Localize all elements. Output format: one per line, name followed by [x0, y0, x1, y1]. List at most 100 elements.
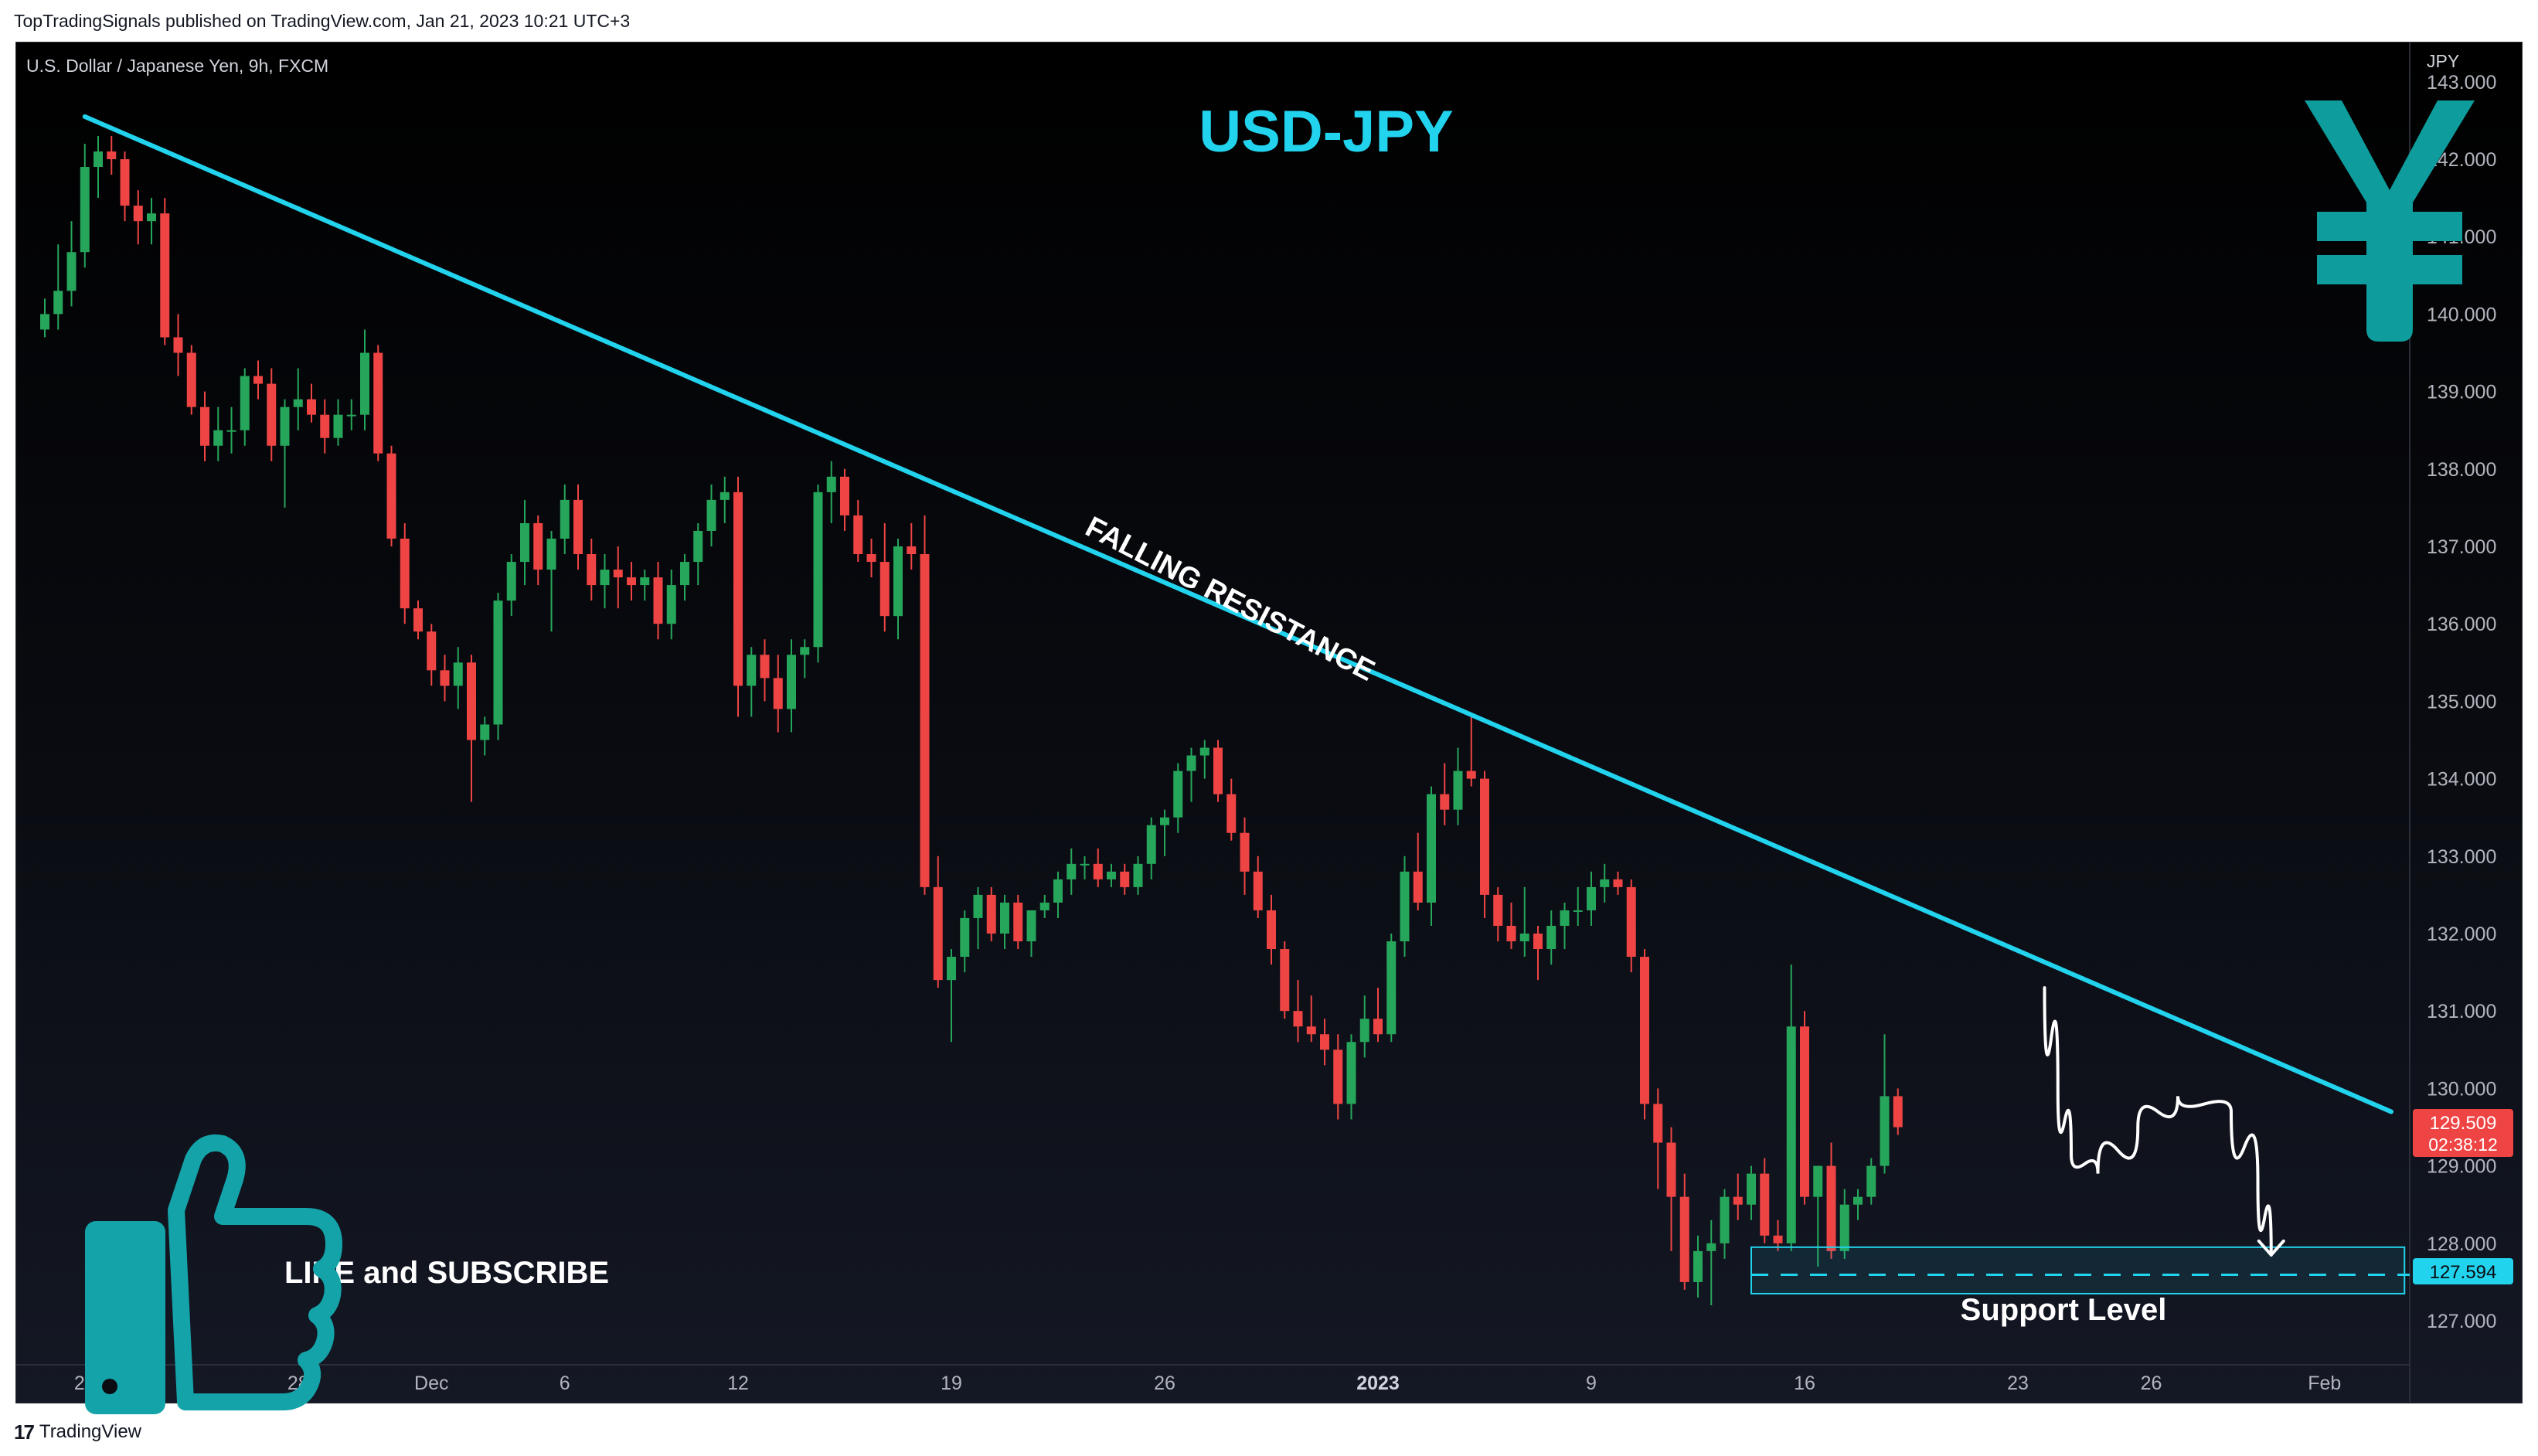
y-tick-label: 140.000	[2427, 304, 2496, 325]
candle-body	[1519, 934, 1529, 942]
trendline-label: FALLING RESISTANCE	[1080, 511, 1380, 688]
candle-body	[1640, 957, 1649, 1104]
candle-body	[1067, 863, 1077, 879]
candle-body	[1400, 871, 1410, 942]
footer-brand[interactable]: 17 TradingView	[14, 1419, 141, 1445]
candle-body	[307, 399, 316, 415]
candles	[40, 135, 1903, 1305]
candle-body	[1706, 1243, 1716, 1251]
candle-body	[1786, 1026, 1796, 1243]
candle-body	[947, 957, 956, 981]
projection-path	[2043, 986, 2273, 1257]
candle-body	[693, 530, 703, 563]
y-tick-label: 138.000	[2427, 459, 2496, 481]
x-axis: 21 28 Dec 6 12 19 26 2023 9 16 23 26 Feb	[74, 1373, 2341, 1394]
candle-body	[1280, 949, 1290, 1012]
candle-body	[1587, 886, 1596, 910]
candle-body	[893, 546, 903, 617]
candle-body	[653, 577, 663, 624]
candle-body	[240, 376, 250, 430]
candle-body	[933, 886, 943, 981]
candle-body	[1373, 1019, 1383, 1035]
candle-body	[1546, 925, 1556, 950]
candle-body	[373, 352, 383, 454]
candle-body	[1813, 1165, 1823, 1197]
candle-body	[879, 562, 890, 617]
candle-body	[1839, 1204, 1849, 1251]
candle-body	[1880, 1096, 1890, 1166]
candle-body	[53, 291, 63, 315]
price-axis-unit: JPY	[2427, 51, 2460, 71]
candle-body	[1853, 1196, 1863, 1205]
candle-body	[1653, 1104, 1663, 1143]
candle-body	[120, 159, 130, 206]
candle-body	[107, 151, 117, 159]
candle-body	[386, 453, 396, 539]
y-tick-label: 131.000	[2427, 1001, 2496, 1022]
candle-body	[1226, 794, 1237, 833]
candle-body	[280, 407, 290, 446]
candle-body	[853, 515, 863, 555]
candle-body	[1160, 817, 1169, 825]
y-tick-label: 136.000	[2427, 614, 2496, 635]
candle-body	[1760, 1173, 1770, 1236]
candle-body	[1333, 1049, 1343, 1104]
candle-body	[226, 430, 236, 432]
candle-body	[800, 647, 810, 655]
candle-body	[1506, 925, 1516, 942]
candle-body	[133, 206, 143, 222]
candle-body	[706, 499, 716, 531]
candle-body	[1120, 871, 1130, 887]
candle-body	[986, 894, 996, 934]
candle-body	[600, 570, 610, 586]
current-price-tag: 129.509 02:38:12	[2413, 1109, 2513, 1157]
y-tick-label: 137.000	[2427, 536, 2496, 558]
candle-body	[1386, 941, 1397, 1035]
candle-body	[533, 522, 543, 570]
x-tick-label: Feb	[2308, 1373, 2341, 1394]
x-tick-label: 12	[727, 1373, 749, 1394]
y-tick-label: 132.000	[2427, 924, 2496, 945]
candle-body	[560, 499, 570, 539]
candle-body	[907, 546, 917, 555]
candle-body	[613, 570, 623, 578]
candle-body	[1453, 771, 1463, 810]
candle-body	[1666, 1142, 1676, 1197]
candle-body	[506, 562, 516, 601]
trendline-layer[interactable]	[82, 114, 2393, 1114]
y-tick-label: 134.000	[2427, 769, 2496, 791]
candle-body	[1747, 1173, 1756, 1205]
candle-body	[413, 608, 423, 632]
symbol-description[interactable]: U.S. Dollar / Japanese Yen, 9h, FXCM	[26, 56, 329, 76]
candle-body	[1213, 747, 1223, 794]
candle-body	[1320, 1034, 1329, 1050]
candle-body	[160, 213, 170, 338]
candle-body	[1440, 794, 1450, 810]
candle-body	[253, 376, 263, 384]
falling-resistance-line	[82, 114, 2393, 1114]
chart-title: USD-JPY	[1199, 99, 1453, 165]
y-tick-label: 143.000	[2427, 72, 2496, 94]
candle-body	[720, 492, 730, 500]
support-zone-box	[1750, 1246, 2406, 1294]
projection-arrowhead	[2257, 1239, 2285, 1257]
candle-body	[587, 554, 597, 586]
candle-body	[333, 414, 343, 438]
candle-body	[1253, 871, 1263, 910]
candle-body	[440, 670, 450, 686]
candle-body	[1306, 1026, 1316, 1035]
candle-body	[546, 538, 556, 570]
candle-body	[467, 662, 476, 740]
candle-body	[747, 655, 757, 686]
tradingview-logo-icon: 17	[14, 1420, 35, 1444]
candle-body	[1493, 894, 1503, 926]
x-tick-label: 9	[1586, 1373, 1597, 1394]
x-tick-label: 16	[1794, 1373, 1815, 1394]
candle-body	[733, 492, 743, 686]
candle-body	[627, 577, 636, 586]
x-tick-label: 6	[560, 1373, 570, 1394]
yen-icon	[2305, 100, 2475, 342]
candle-body	[1186, 755, 1196, 771]
candle-body	[1013, 902, 1023, 942]
